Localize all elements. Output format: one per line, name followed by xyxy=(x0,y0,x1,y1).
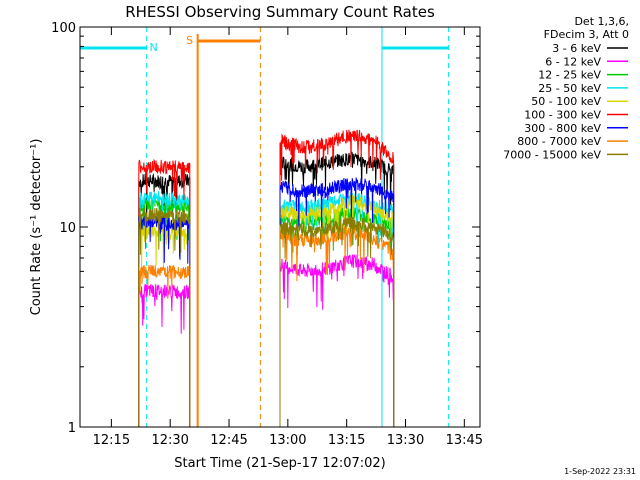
legend-label-2: 12 - 25 keV xyxy=(538,69,601,82)
legend-label-1: 6 - 12 keV xyxy=(545,55,601,68)
x-tick-label-2: 12:45 xyxy=(210,433,247,448)
y-axis: 1 10 100 xyxy=(51,21,480,436)
series-line-6-1 xyxy=(279,177,395,427)
series-line-8-1 xyxy=(279,216,395,427)
y-axis-label: Count Rate (s⁻¹ detector⁻¹) xyxy=(29,139,44,316)
annotation-label-0: N xyxy=(150,41,158,54)
y-tick-label-2: 100 xyxy=(51,21,76,36)
legend-label-0: 3 - 6 keV xyxy=(552,42,601,55)
legend-label-8: 7000 - 15000 keV xyxy=(503,148,601,161)
series-line-5-0 xyxy=(138,158,191,427)
x-axis: 12:15 12:30 12:45 13:00 13:15 13:30 13:45 xyxy=(93,27,483,448)
series-line-3-0 xyxy=(138,190,191,427)
y-tick-label-0: 1 xyxy=(68,421,76,436)
decimation-info-line: FDecim 3, Att 0 xyxy=(544,28,629,41)
series-line-8-0 xyxy=(138,207,191,427)
legend-label-3: 25 - 50 keV xyxy=(538,82,601,95)
annotation-label-2: S xyxy=(186,34,193,47)
series-line-7-0 xyxy=(138,264,191,427)
y-tick-label-1: 10 xyxy=(59,221,76,236)
series-line-7-1 xyxy=(279,224,395,427)
x-axis-label: Start Time (21-Sep-17 12:07:02) xyxy=(174,456,385,471)
legend-label-4: 50 - 100 keV xyxy=(531,95,601,108)
x-tick-label-0: 12:15 xyxy=(93,433,130,448)
legend-label-6: 300 - 800 keV xyxy=(524,122,601,135)
detector-info-line: Det 1,3,6, xyxy=(574,15,629,28)
x-tick-label-6: 13:45 xyxy=(446,433,483,448)
series-line-1-1 xyxy=(279,254,395,427)
series-layer xyxy=(138,129,395,427)
chart-title: RHESSI Observing Summary Count Rates xyxy=(125,3,435,21)
x-tick-label-5: 13:30 xyxy=(387,433,424,448)
legend-label-5: 100 - 300 keV xyxy=(524,109,601,122)
series-line-0-1 xyxy=(279,151,395,427)
series-line-5-1 xyxy=(279,129,395,427)
legend-label-7: 800 - 7000 keV xyxy=(517,135,601,148)
generation-timestamp: 1-Sep-2022 23:31 xyxy=(564,467,636,476)
x-tick-label-1: 12:30 xyxy=(151,433,188,448)
x-tick-label-3: 13:00 xyxy=(269,433,306,448)
series-line-1-0 xyxy=(138,283,191,427)
x-tick-label-4: 13:15 xyxy=(328,433,365,448)
